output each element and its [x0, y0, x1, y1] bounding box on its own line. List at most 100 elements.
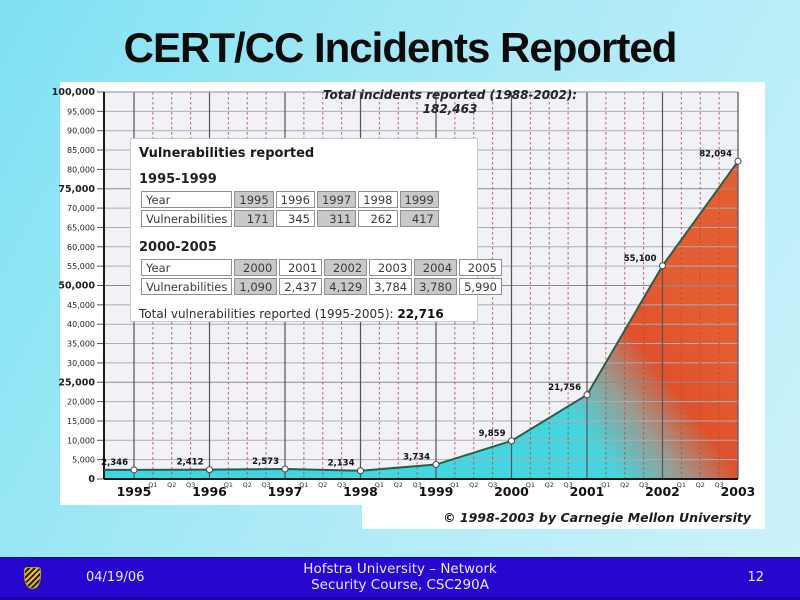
footer-course-line2: Security Course, CSC290A	[311, 577, 489, 593]
svg-text:Q2: Q2	[469, 481, 478, 489]
svg-text:Q2: Q2	[620, 481, 629, 489]
svg-text:Q2: Q2	[318, 481, 327, 489]
year-row-label: Year	[141, 191, 233, 208]
year-cell: 2005	[459, 259, 502, 276]
svg-text:2003: 2003	[721, 484, 756, 499]
year-cell: 2002	[324, 259, 368, 276]
svg-text:Q1: Q1	[224, 481, 233, 489]
footer-course-line1: Hofstra University – Network	[303, 561, 497, 577]
svg-text:2,346: 2,346	[101, 458, 128, 468]
footer-course-text: Hofstra University – Network Security Co…	[0, 561, 800, 593]
svg-text:75,000: 75,000	[58, 184, 95, 195]
svg-text:Q3: Q3	[412, 481, 421, 489]
table-row: Vulnerabilities 1,090 2,437 4,129 3,784 …	[141, 278, 502, 295]
svg-text:21,756: 21,756	[548, 383, 581, 393]
svg-text:Q1: Q1	[148, 481, 157, 489]
svg-text:65,000: 65,000	[67, 223, 95, 232]
svg-text:Q2: Q2	[394, 481, 403, 489]
year-row-label: Year	[141, 259, 233, 276]
svg-text:9,859: 9,859	[479, 429, 506, 439]
svg-text:Q3: Q3	[639, 481, 648, 489]
svg-text:70,000: 70,000	[67, 204, 95, 213]
year-cell: 1995	[234, 191, 274, 208]
vuln-cell: 3,784	[369, 278, 413, 295]
table-row: Vulnerabilities 171 345 311 262 417	[141, 210, 439, 227]
slide-title: CERT/CC Incidents Reported	[123, 24, 678, 71]
svg-text:55,100: 55,100	[624, 254, 657, 264]
svg-text:95,000: 95,000	[67, 107, 95, 116]
svg-text:2,412: 2,412	[177, 458, 204, 468]
svg-text:30,000: 30,000	[67, 359, 95, 368]
svg-text:25,000: 25,000	[58, 377, 95, 388]
inset-total-value: 22,716	[397, 307, 444, 321]
svg-text:Q1: Q1	[526, 481, 535, 489]
svg-text:1998: 1998	[343, 484, 378, 499]
svg-text:20,000: 20,000	[67, 398, 95, 407]
svg-text:Q1: Q1	[677, 481, 686, 489]
vuln-cell: 171	[234, 210, 274, 227]
slide-page-number: 12	[747, 570, 764, 585]
svg-text:Q1: Q1	[299, 481, 308, 489]
svg-text:Q2: Q2	[243, 481, 252, 489]
svg-text:Q1: Q1	[450, 481, 459, 489]
svg-text:Q3: Q3	[261, 481, 270, 489]
svg-text:Q2: Q2	[696, 481, 705, 489]
vuln-row-label: Vulnerabilities	[141, 278, 233, 295]
svg-text:Q3: Q3	[337, 481, 346, 489]
vuln-row-label: Vulnerabilities	[141, 210, 233, 227]
svg-text:40,000: 40,000	[67, 320, 95, 329]
svg-text:Q2: Q2	[545, 481, 554, 489]
year-cell: 2000	[234, 259, 278, 276]
chart-title: Total incidents reported (1988-2002): 18…	[322, 88, 578, 116]
svg-text:2002: 2002	[645, 484, 680, 499]
svg-text:82,094: 82,094	[699, 149, 732, 159]
footer-date: 04/19/06	[86, 570, 145, 585]
vuln-cell: 5,990	[459, 278, 502, 295]
year-cell: 1998	[358, 191, 398, 208]
vuln-cell: 345	[275, 210, 315, 227]
svg-text:5,000: 5,000	[72, 456, 95, 465]
svg-text:10,000: 10,000	[67, 436, 95, 445]
vuln-cell: 417	[399, 210, 439, 227]
svg-text:0: 0	[88, 474, 95, 485]
footer-bar: 04/19/06 Hofstra University – Network Se…	[0, 557, 800, 600]
svg-text:90,000: 90,000	[67, 127, 95, 136]
vulnerabilities-inset-box: Vulnerabilities reported 1995-1999 Year …	[130, 138, 502, 322]
svg-text:1995: 1995	[117, 484, 152, 499]
vuln-cell: 2,437	[279, 278, 323, 295]
svg-text:15,000: 15,000	[67, 417, 95, 426]
svg-text:Q2: Q2	[167, 481, 176, 489]
vuln-cell: 3,780	[414, 278, 458, 295]
svg-text:85,000: 85,000	[67, 146, 95, 155]
year-cell: 2004	[414, 259, 458, 276]
incidents-chart-panel: 0 5,000 10,000 15,000 20,000 25,000 30,000 35,0…	[52, 82, 765, 505]
svg-text:50,000: 50,000	[58, 281, 95, 292]
svg-text:Q1: Q1	[375, 481, 384, 489]
svg-text:2,134: 2,134	[328, 459, 355, 469]
table-row: Year 2000 2001 2002 2003 2004 2005	[141, 259, 502, 276]
year-cell: 1996	[275, 191, 315, 208]
svg-text:Q3: Q3	[488, 481, 497, 489]
vulnerabilities-table-2000-2005: Year 2000 2001 2002 2003 2004 2005 Vulne…	[139, 257, 504, 297]
copyright-text: © 1998-2003 by Carnegie Mellon Universit…	[443, 510, 751, 525]
year-cell: 1997	[316, 191, 357, 208]
table-row: Year 1995 1996 1997 1998 1999	[141, 191, 439, 208]
vuln-cell: 1,090	[234, 278, 278, 295]
svg-text:55,000: 55,000	[67, 262, 95, 271]
svg-text:60,000: 60,000	[67, 243, 95, 252]
svg-text:80,000: 80,000	[67, 165, 95, 174]
copyright-strip: © 1998-2003 by Carnegie Mellon Universit…	[362, 505, 765, 529]
year-cell: 1999	[399, 191, 439, 208]
svg-text:1999: 1999	[419, 484, 454, 499]
svg-text:3,734: 3,734	[403, 453, 430, 463]
vuln-cell: 4,129	[324, 278, 368, 295]
svg-text:Q3: Q3	[563, 481, 572, 489]
svg-text:35,000: 35,000	[67, 340, 95, 349]
svg-text:Q3: Q3	[186, 481, 195, 489]
svg-text:1996: 1996	[192, 484, 227, 499]
vuln-cell: 311	[316, 210, 357, 227]
svg-text:Q3: Q3	[714, 481, 723, 489]
inset-heading-1995-1999: 1995-1999	[139, 172, 217, 187]
svg-text:Q1: Q1	[601, 481, 610, 489]
